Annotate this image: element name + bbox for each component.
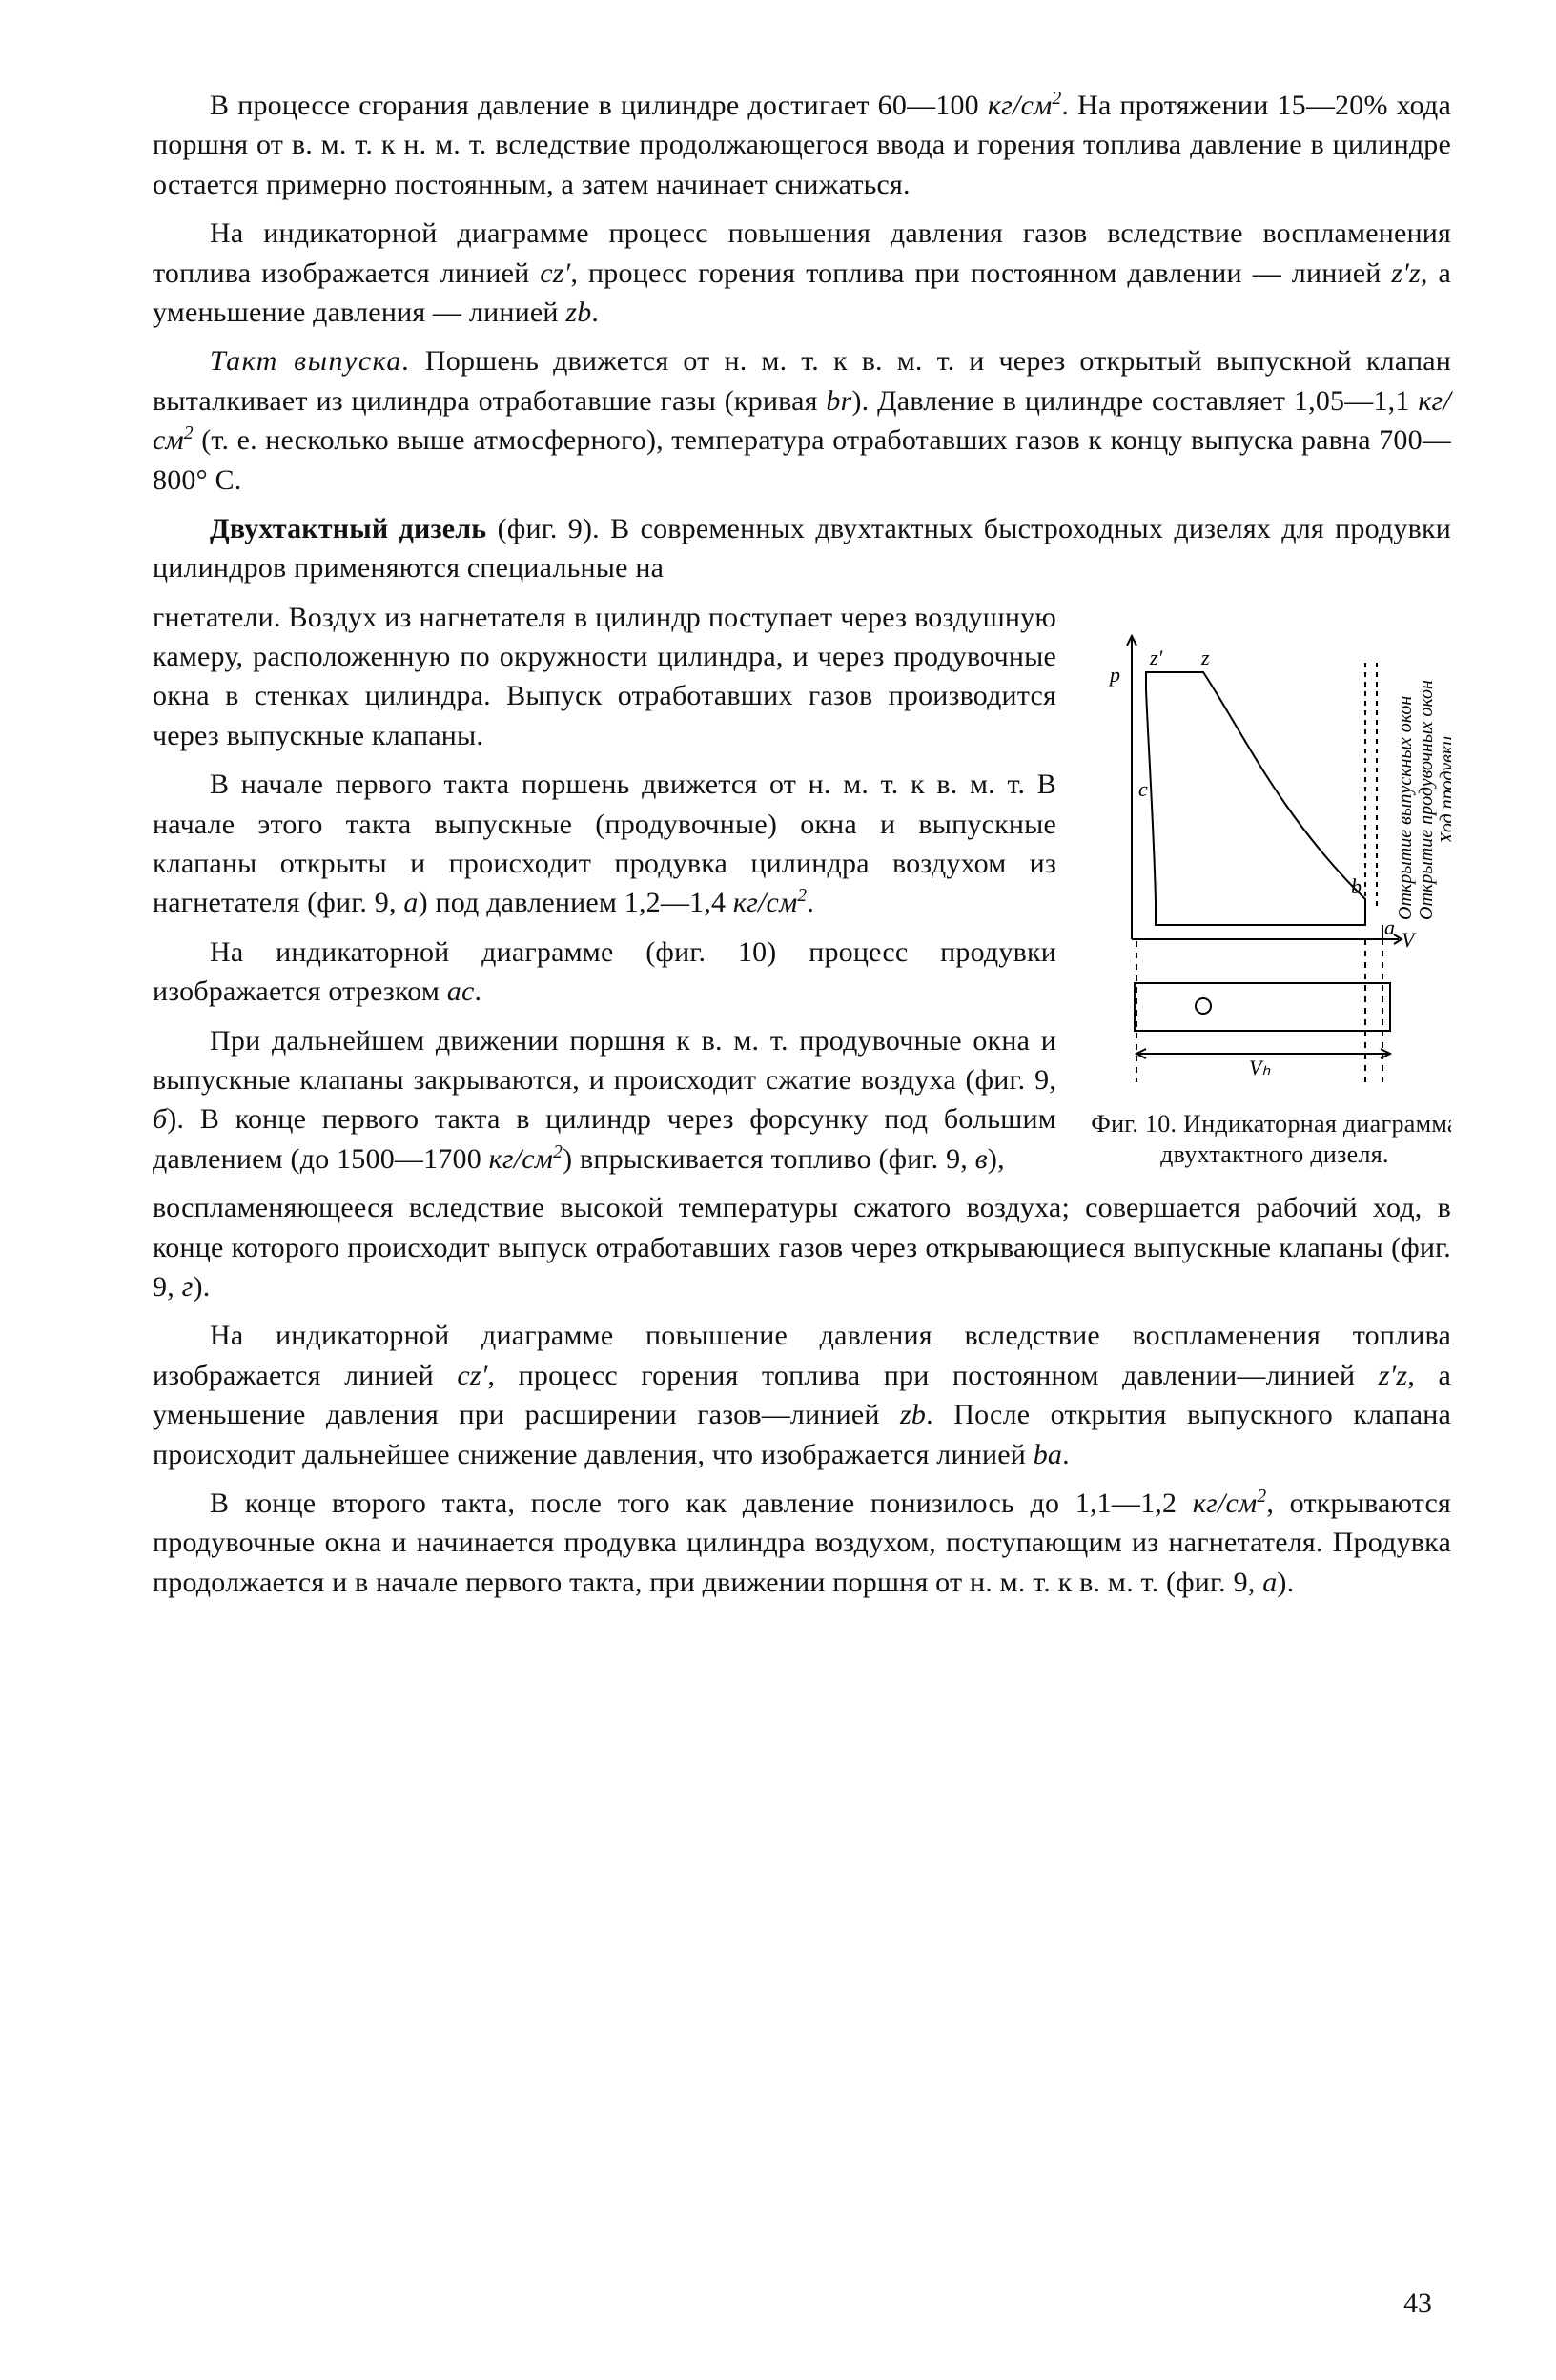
sym: г [182, 1271, 194, 1303]
indicator-diagram-svg: p z′ z c b a V Vₕ Открытие выпускных око… [1079, 605, 1451, 1101]
text: ). [194, 1271, 211, 1303]
page-number: 43 [1403, 2284, 1432, 2323]
paragraph-8: воспламеняющееся вследствие высокой темп… [153, 1188, 1451, 1306]
sup: 2 [184, 423, 194, 443]
figure-caption: Фиг. 10. Индикаторная диаграмма двухтакт… [1079, 1109, 1451, 1171]
text: . [807, 887, 814, 918]
text: (т. е. несколько выше атмосферного), тем… [153, 424, 1451, 495]
sup: 2 [1052, 89, 1061, 109]
text: ). [1277, 1567, 1294, 1598]
paragraph-9: На индикаторной диаграмме повышение давл… [153, 1316, 1451, 1474]
paragraph-4: Двухтактный дизель (фиг. 9). В современн… [153, 509, 1451, 588]
svg-text:Vₕ: Vₕ [1249, 1056, 1270, 1079]
sup: 2 [1257, 1487, 1266, 1507]
svg-text:c: c [1138, 777, 1148, 801]
sup: 2 [553, 1142, 563, 1162]
figure-10: p z′ z c b a V Vₕ Открытие выпускных око… [1079, 605, 1451, 1171]
text: гнетатели. Воздух из нагнетателя в цилин… [153, 602, 1056, 751]
sym: в [975, 1143, 988, 1175]
svg-text:a: a [1384, 915, 1395, 939]
page: В процессе сгорания давление в цилиндре … [0, 0, 1556, 2380]
text: . [474, 975, 481, 1007]
text: ). Давление в цилиндре составляет 1,05—1… [851, 385, 1418, 417]
text: , процесс горения топлива при постоянном… [487, 1360, 1378, 1391]
unit: кг/см [489, 1143, 554, 1175]
run-in-heading: Такт выпуска. [210, 345, 411, 377]
sym: б [153, 1103, 167, 1135]
text: ), [988, 1143, 1005, 1175]
unit: кг/см [988, 90, 1053, 121]
sym: cz′ [457, 1360, 487, 1391]
svg-text:p: p [1108, 663, 1120, 687]
text: воспламеняющееся вследствие высокой темп… [153, 1192, 1451, 1303]
svg-text:Открытие выпускных окон: Открытие выпускных окон [1395, 695, 1416, 919]
sym: zb [900, 1399, 926, 1430]
paragraph-2: На индикаторной диаграмме процесс повыше… [153, 214, 1451, 332]
unit: кг/см [1193, 1488, 1258, 1519]
paragraph-10: В конце второго такта, после того как да… [153, 1484, 1451, 1602]
text: При дальнейшем движении поршня к в. м. т… [153, 1025, 1056, 1096]
run-in-heading: Двухтактный дизель [210, 513, 486, 544]
svg-text:Открытие продувочных окон: Открытие продувочных окон [1416, 680, 1437, 920]
svg-text:V: V [1402, 928, 1417, 952]
paragraph-1: В процессе сгорания давление в цилиндре … [153, 86, 1451, 204]
text: В процессе сгорания давление в цилиндре … [210, 90, 988, 121]
sym: ac [447, 975, 475, 1007]
sym: а [1262, 1567, 1277, 1598]
svg-text:Ход продувки: Ход продувки [1437, 736, 1451, 845]
svg-text:z: z [1200, 646, 1210, 669]
text: . [591, 297, 599, 328]
text: В конце второго такта, после того как да… [210, 1488, 1193, 1519]
sym: cz′ [540, 257, 570, 289]
text-with-figure: p z′ z c b a V Vₕ Открытие выпускных око… [153, 598, 1451, 1188]
text: На индикаторной диаграмме (фиг. 10) проц… [153, 936, 1056, 1007]
sym: z′z [1391, 257, 1421, 289]
paragraph-3: Такт выпуска. Поршень движется от н. м. … [153, 341, 1451, 500]
text: . [1062, 1439, 1070, 1470]
svg-text:b: b [1351, 874, 1362, 898]
sym: br [826, 385, 851, 417]
sym: а [403, 887, 418, 918]
sym: z′z [1379, 1360, 1408, 1391]
sym: ba [1034, 1439, 1062, 1470]
text: ) под давлением 1,2—1,4 [419, 887, 733, 918]
svg-text:z′: z′ [1149, 646, 1164, 669]
text: , процесс горения топлива при постоянном… [570, 257, 1391, 289]
sup: 2 [797, 886, 807, 906]
unit: кг/см [733, 887, 798, 918]
sym: zb [565, 297, 591, 328]
text: ) впрыскивается топливо (фиг. 9, [563, 1143, 975, 1175]
